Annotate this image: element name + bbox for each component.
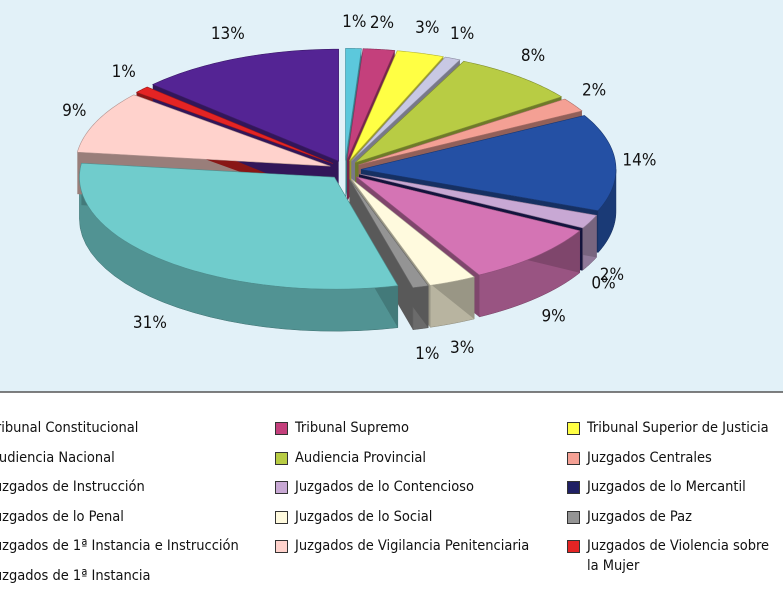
slice — [79, 162, 399, 290]
legend: Tribunal Constitucional Tribunal Supremo T… — [0, 418, 783, 608]
chart: 1% 2% 3% 1%8%2%14%2%0%9%3%1%31%9%1%13% — [0, 0, 783, 393]
legend-item: Audiencia Nacional — [0, 448, 270, 468]
legend-item: Tribunal Constitucional — [0, 418, 270, 438]
legend-item: Audiencia Provincial — [275, 448, 575, 468]
slice — [351, 178, 475, 286]
data-label: 13% — [211, 24, 245, 44]
slice — [346, 48, 396, 161]
data-label: 2% — [600, 265, 624, 285]
slice — [358, 174, 583, 229]
slice — [354, 60, 563, 163]
legend-label: Tribunal Constitucional — [0, 420, 139, 436]
slice — [351, 56, 461, 162]
data-label: 9% — [62, 101, 86, 121]
slice — [349, 50, 444, 161]
legend-item: Tribunal Superior de Justicia — [567, 418, 777, 438]
legend-label: Audiencia Nacional — [0, 449, 115, 466]
data-label: 1% — [342, 12, 366, 32]
slice — [356, 176, 581, 276]
legend-label: Juzgados de lo Penal — [0, 508, 124, 525]
legend-item: Tribunal Supremo — [275, 418, 575, 438]
legend-swatch — [275, 422, 288, 435]
data-label: 1% — [112, 62, 136, 82]
data-label: 2% — [370, 13, 394, 33]
slice — [359, 173, 598, 229]
data-label: 8% — [521, 46, 545, 66]
legend-item: Juzgados de Vigilancia Penitenciaria — [275, 536, 575, 556]
data-label: 14% — [622, 151, 656, 171]
data-label: 1% — [415, 344, 439, 364]
data-label: 9% — [541, 307, 565, 327]
legend-swatch — [275, 510, 288, 524]
data-label: 31% — [133, 313, 167, 333]
slice — [76, 94, 331, 167]
slice — [345, 48, 362, 161]
legend-label: Juzgados de 1ª Instancia e Instrucción — [0, 538, 239, 554]
legend-label: Juzgados de Violencia sobre la Mujer — [587, 538, 770, 574]
data-label: 2% — [582, 81, 606, 101]
legend-label: Tribunal Superior de Justicia — [587, 420, 769, 436]
legend-item: Juzgados de Paz — [567, 507, 777, 527]
data-label: 3% — [415, 18, 439, 38]
legend-swatch — [275, 481, 288, 494]
legend-label: Tribunal Supremo — [295, 420, 409, 436]
legend-swatch — [275, 540, 288, 553]
legend-item: Juzgados de lo Contencioso — [275, 477, 575, 497]
legend-label: Juzgados de Instrucción — [0, 479, 145, 495]
legend-label: Juzgados Centrales — [587, 449, 712, 466]
slice — [152, 48, 339, 162]
legend-label: Juzgados de lo Contencioso — [295, 479, 474, 495]
legend-item: Juzgados Centrales — [567, 448, 777, 468]
legend-swatch — [275, 451, 288, 465]
data-label: 1% — [450, 24, 474, 44]
legend-item: Juzgados de lo Mercantil — [567, 477, 777, 497]
legend-label: Juzgados de lo Social — [295, 508, 433, 525]
legend-swatch — [567, 481, 580, 494]
legend-label: Audiencia Provincial — [295, 449, 426, 466]
slice — [360, 115, 617, 211]
legend-label: Juzgados de Vigilancia Penitenciaria — [295, 538, 530, 554]
legend-item: Juzgados de lo Penal — [0, 507, 270, 527]
data-label: 3% — [450, 338, 474, 358]
slice — [135, 86, 334, 164]
legend-item: Juzgados de 1ª Instancia — [0, 566, 270, 586]
legend-swatch — [567, 451, 580, 465]
legend-item: Juzgados de 1ª Instancia e Instrucción — [0, 536, 270, 556]
legend-swatch — [567, 540, 580, 553]
slice — [358, 98, 583, 166]
legend-item: Juzgados de lo Social — [275, 507, 575, 527]
legend-item: Juzgados de Instrucción — [0, 477, 270, 497]
slice — [349, 179, 429, 289]
legend-item: Juzgados de Violencia sobre la Mujer — [567, 536, 777, 576]
legend-swatch — [567, 422, 580, 435]
legend-label: Juzgados de lo Mercantil — [587, 479, 746, 495]
legend-label: Juzgados de 1ª Instancia — [0, 567, 151, 584]
legend-label: Juzgados de Paz — [587, 508, 692, 525]
legend-swatch — [567, 510, 580, 524]
data-label: 0% — [591, 273, 615, 293]
